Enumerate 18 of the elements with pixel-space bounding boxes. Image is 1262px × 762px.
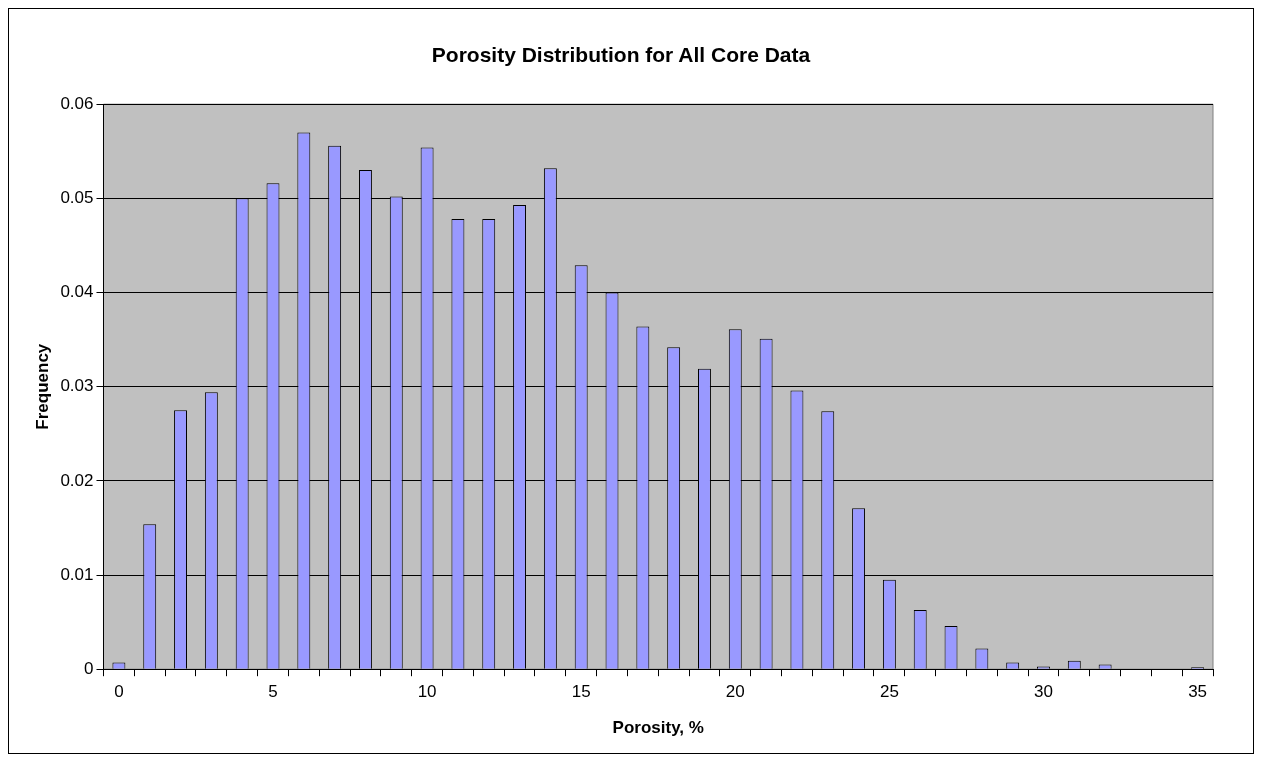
x-tick-label: 10 [417, 682, 437, 702]
x-tick-label: 0 [114, 682, 124, 702]
y-tick-label: 0 [84, 658, 94, 678]
x-tick-label: 5 [268, 682, 278, 702]
x-tick-label: 15 [571, 682, 591, 702]
y-tick-label: 0.06 [60, 93, 94, 113]
y-tick-label: 0.04 [60, 282, 94, 302]
x-tick-label: 30 [1034, 682, 1053, 702]
x-tick-label: 20 [725, 682, 745, 702]
x-axis-title: Porosity, % [612, 718, 704, 738]
y-axis-title: Frequency [32, 343, 52, 430]
x-tick-label: 25 [879, 682, 899, 702]
x-tick-label: 35 [1188, 682, 1208, 702]
y-tick-label: 0.01 [60, 564, 94, 584]
chart-title: Porosity Distribution for All Core Data [431, 43, 811, 67]
y-tick-label: 0.03 [60, 376, 94, 396]
y-tick-label: 0.05 [60, 188, 94, 208]
y-tick-label: 0.02 [60, 470, 94, 490]
